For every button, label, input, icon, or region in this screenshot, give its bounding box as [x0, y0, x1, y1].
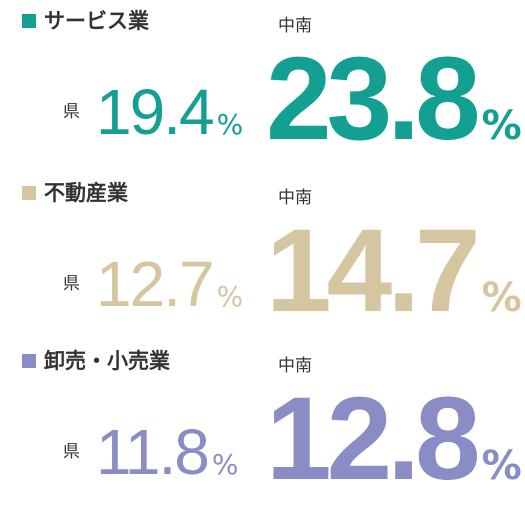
- category-title: 卸売・小売業: [44, 349, 170, 373]
- region-label: 中南: [278, 188, 312, 208]
- pref-value-row: 11.8%: [96, 420, 238, 484]
- pref-value: 11.8: [96, 416, 210, 488]
- pref-value: 12.7: [96, 248, 215, 320]
- legend-square: [22, 354, 36, 368]
- region-value: 14.7: [266, 205, 481, 337]
- stat-block: 卸売・小売業 中南県 11.8% 12.8%: [0, 340, 525, 505]
- region-value: 12.8: [266, 373, 481, 505]
- pref-value-row: 19.4%: [96, 80, 243, 144]
- pref-label: 県: [63, 442, 80, 462]
- legend-square: [22, 186, 36, 200]
- region-label: 中南: [278, 16, 312, 36]
- category-title: 不動産業: [44, 181, 128, 205]
- stat-block: サービス業 中南県 19.4% 23.8%: [0, 0, 525, 165]
- region-unit: %: [481, 275, 522, 321]
- pref-label: 県: [63, 274, 80, 294]
- region-value-row: 12.8%: [266, 380, 522, 498]
- pref-unit: %: [216, 280, 244, 313]
- pref-unit: %: [216, 108, 244, 141]
- category-title: サービス業: [44, 9, 149, 33]
- legend-square: [22, 14, 36, 28]
- region-value-row: 23.8%: [266, 40, 522, 158]
- region-value: 23.8: [266, 33, 481, 165]
- region-unit: %: [481, 103, 522, 149]
- pref-unit: %: [211, 448, 239, 481]
- region-unit: %: [481, 443, 522, 489]
- region-label: 中南: [278, 356, 312, 376]
- pref-value-row: 12.7%: [96, 252, 243, 316]
- pref-value: 19.4: [96, 76, 215, 148]
- stat-block: 不動産業 中南県 12.7% 14.7%: [0, 172, 525, 337]
- region-value-row: 14.7%: [266, 212, 522, 330]
- pref-label: 県: [63, 102, 80, 122]
